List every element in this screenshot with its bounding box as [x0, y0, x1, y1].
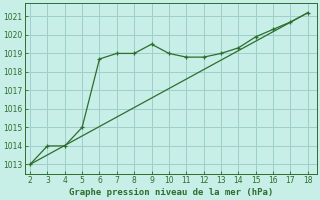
X-axis label: Graphe pression niveau de la mer (hPa): Graphe pression niveau de la mer (hPa) [68, 188, 273, 197]
